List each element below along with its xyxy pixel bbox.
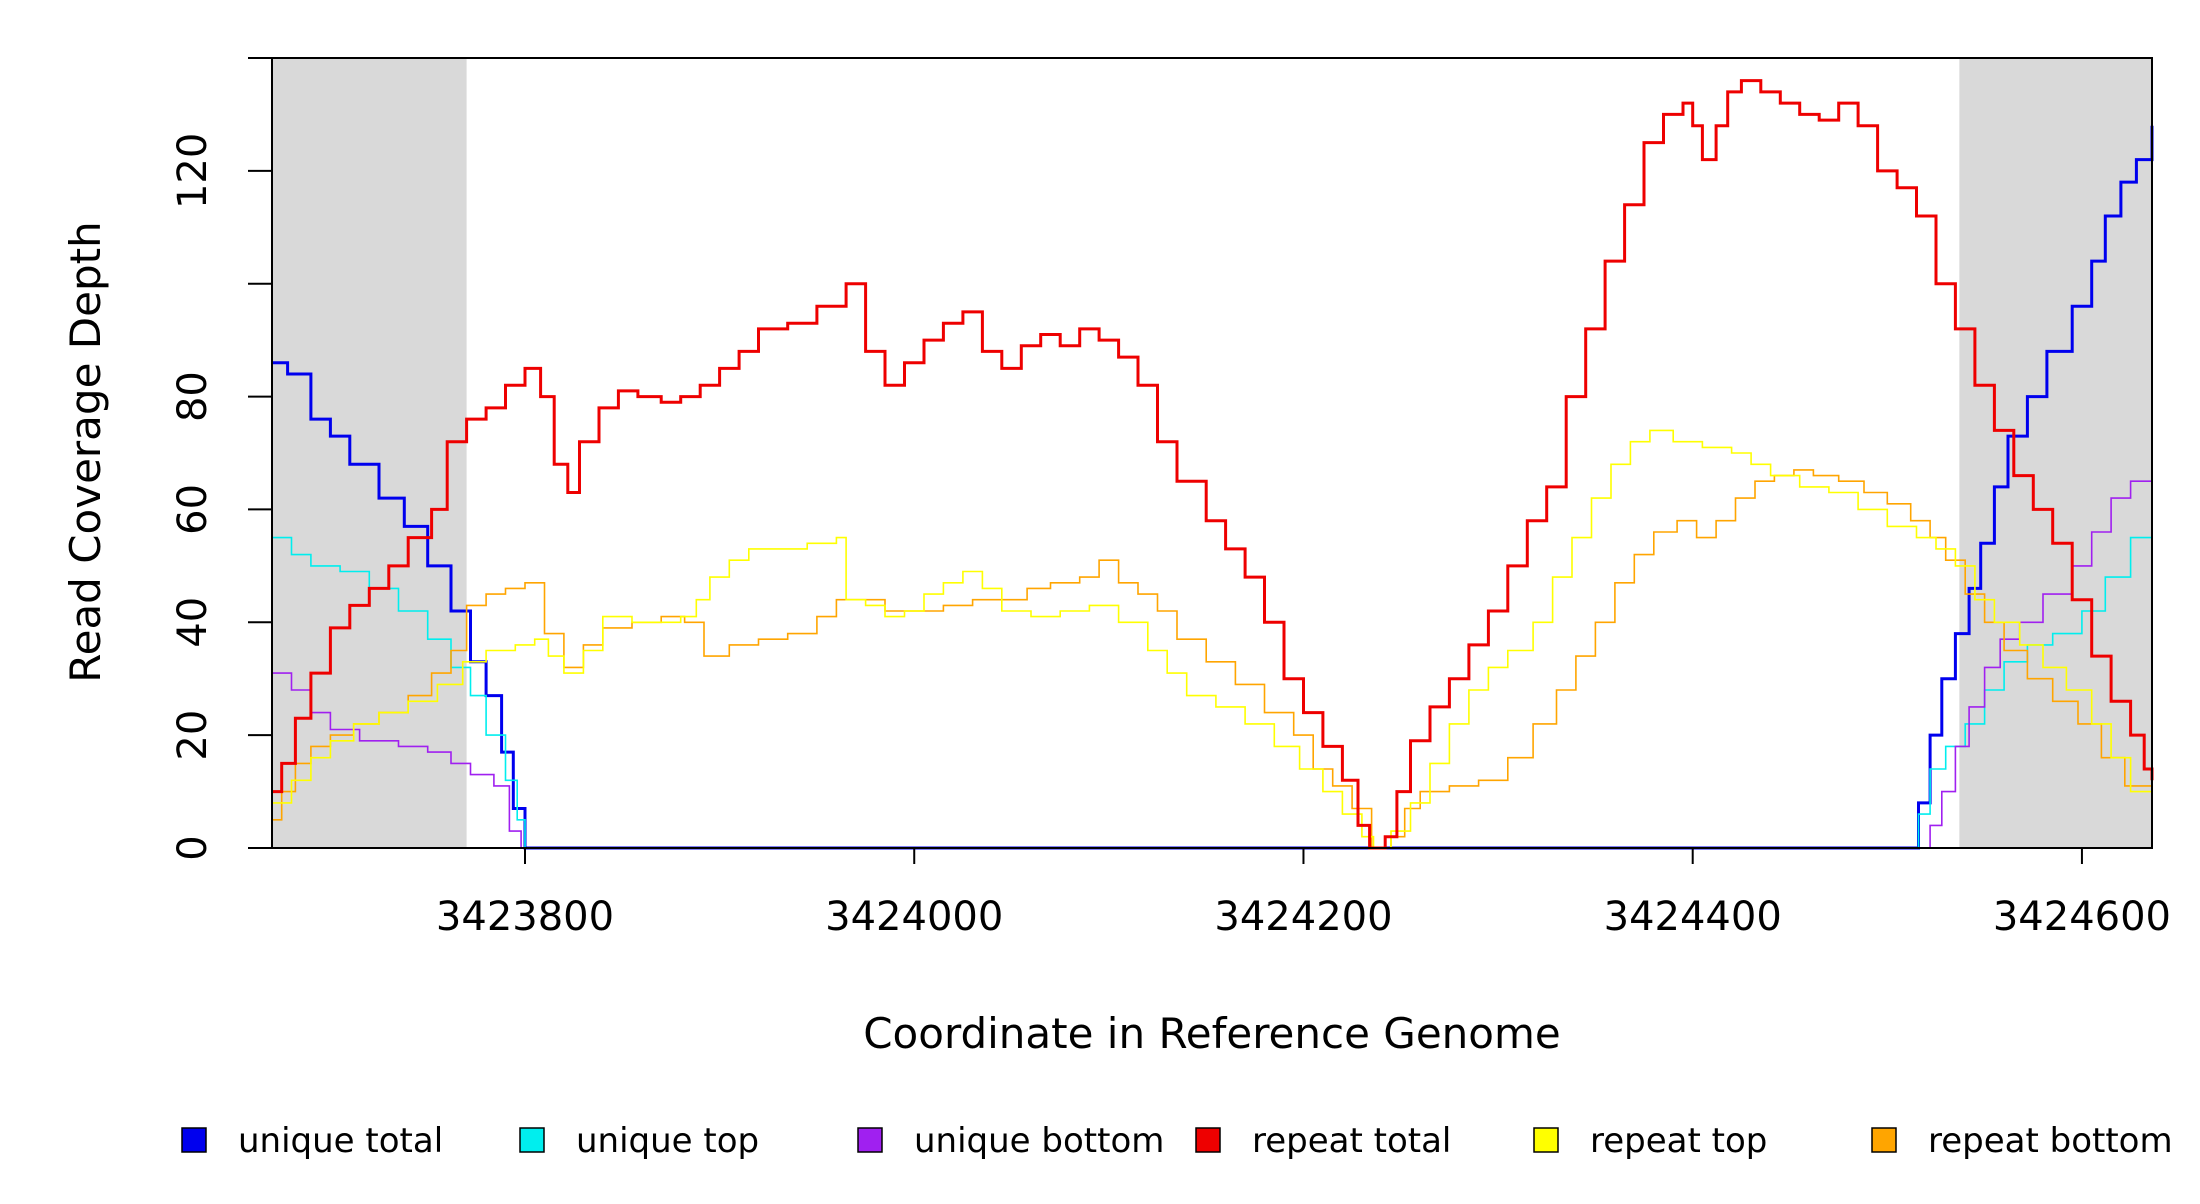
legend-label: repeat total: [1252, 1121, 1451, 1161]
legend-label: repeat bottom: [1928, 1121, 2173, 1161]
y-tick-label: 0: [170, 835, 216, 860]
legend-swatch: [181, 1127, 207, 1153]
y-tick-label: 80: [170, 371, 216, 422]
legend-label: unique bottom: [914, 1121, 1164, 1161]
legend-swatch: [857, 1127, 883, 1153]
series-lines: [272, 79, 2154, 850]
legend-swatch: [519, 1127, 545, 1153]
series-line-repeat-bottom: [272, 469, 2153, 849]
legend-swatch: [1533, 1127, 1559, 1153]
x-tick-label: 3424600: [1993, 894, 2171, 940]
y-tick-label: 20: [170, 710, 216, 761]
series-line-unique-top: [272, 509, 2153, 849]
legend-swatch: [1195, 1127, 1221, 1153]
legend-label: repeat top: [1590, 1121, 1767, 1161]
x-axis: 3423800 3424000 3424200 3424400 3424600: [436, 847, 2171, 940]
x-axis-title: Coordinate in Reference Genome: [863, 1009, 1561, 1058]
y-axis: 0 20 40 60 80 120: [170, 57, 273, 861]
shaded-region-0: [272, 58, 467, 848]
legend-item-repeat-bottom: repeat bottom: [1871, 1121, 2173, 1161]
legend-label: unique total: [238, 1121, 443, 1161]
y-tick-label: 120: [170, 133, 216, 209]
x-tick-label: 3424400: [1604, 894, 1782, 940]
legend: unique total unique top unique bottom repea…: [181, 1121, 2173, 1161]
y-tick-label: 40: [170, 597, 216, 648]
y-axis-title: Read Coverage Depth: [61, 221, 110, 682]
legend-item-repeat-total: repeat total: [1195, 1121, 1451, 1161]
x-tick-label: 3424000: [825, 894, 1003, 940]
series-line-repeat-top: [272, 429, 2153, 849]
x-tick-label: 3423800: [436, 894, 614, 940]
y-tick-label: 60: [170, 484, 216, 535]
series-line-unique-total: [272, 125, 2154, 850]
legend-label: unique top: [576, 1121, 759, 1161]
series-line-unique-bottom: [272, 469, 2153, 849]
shaded-region-1: [1959, 58, 2152, 848]
legend-item-unique-total: unique total: [181, 1121, 443, 1161]
legend-item-unique-top: unique top: [519, 1121, 759, 1161]
series-line-repeat-total: [272, 79, 2154, 850]
legend-item-repeat-top: repeat top: [1533, 1121, 1767, 1161]
x-tick-label: 3424200: [1214, 894, 1392, 940]
legend-swatch: [1871, 1127, 1897, 1153]
legend-item-unique-bottom: unique bottom: [857, 1121, 1164, 1161]
